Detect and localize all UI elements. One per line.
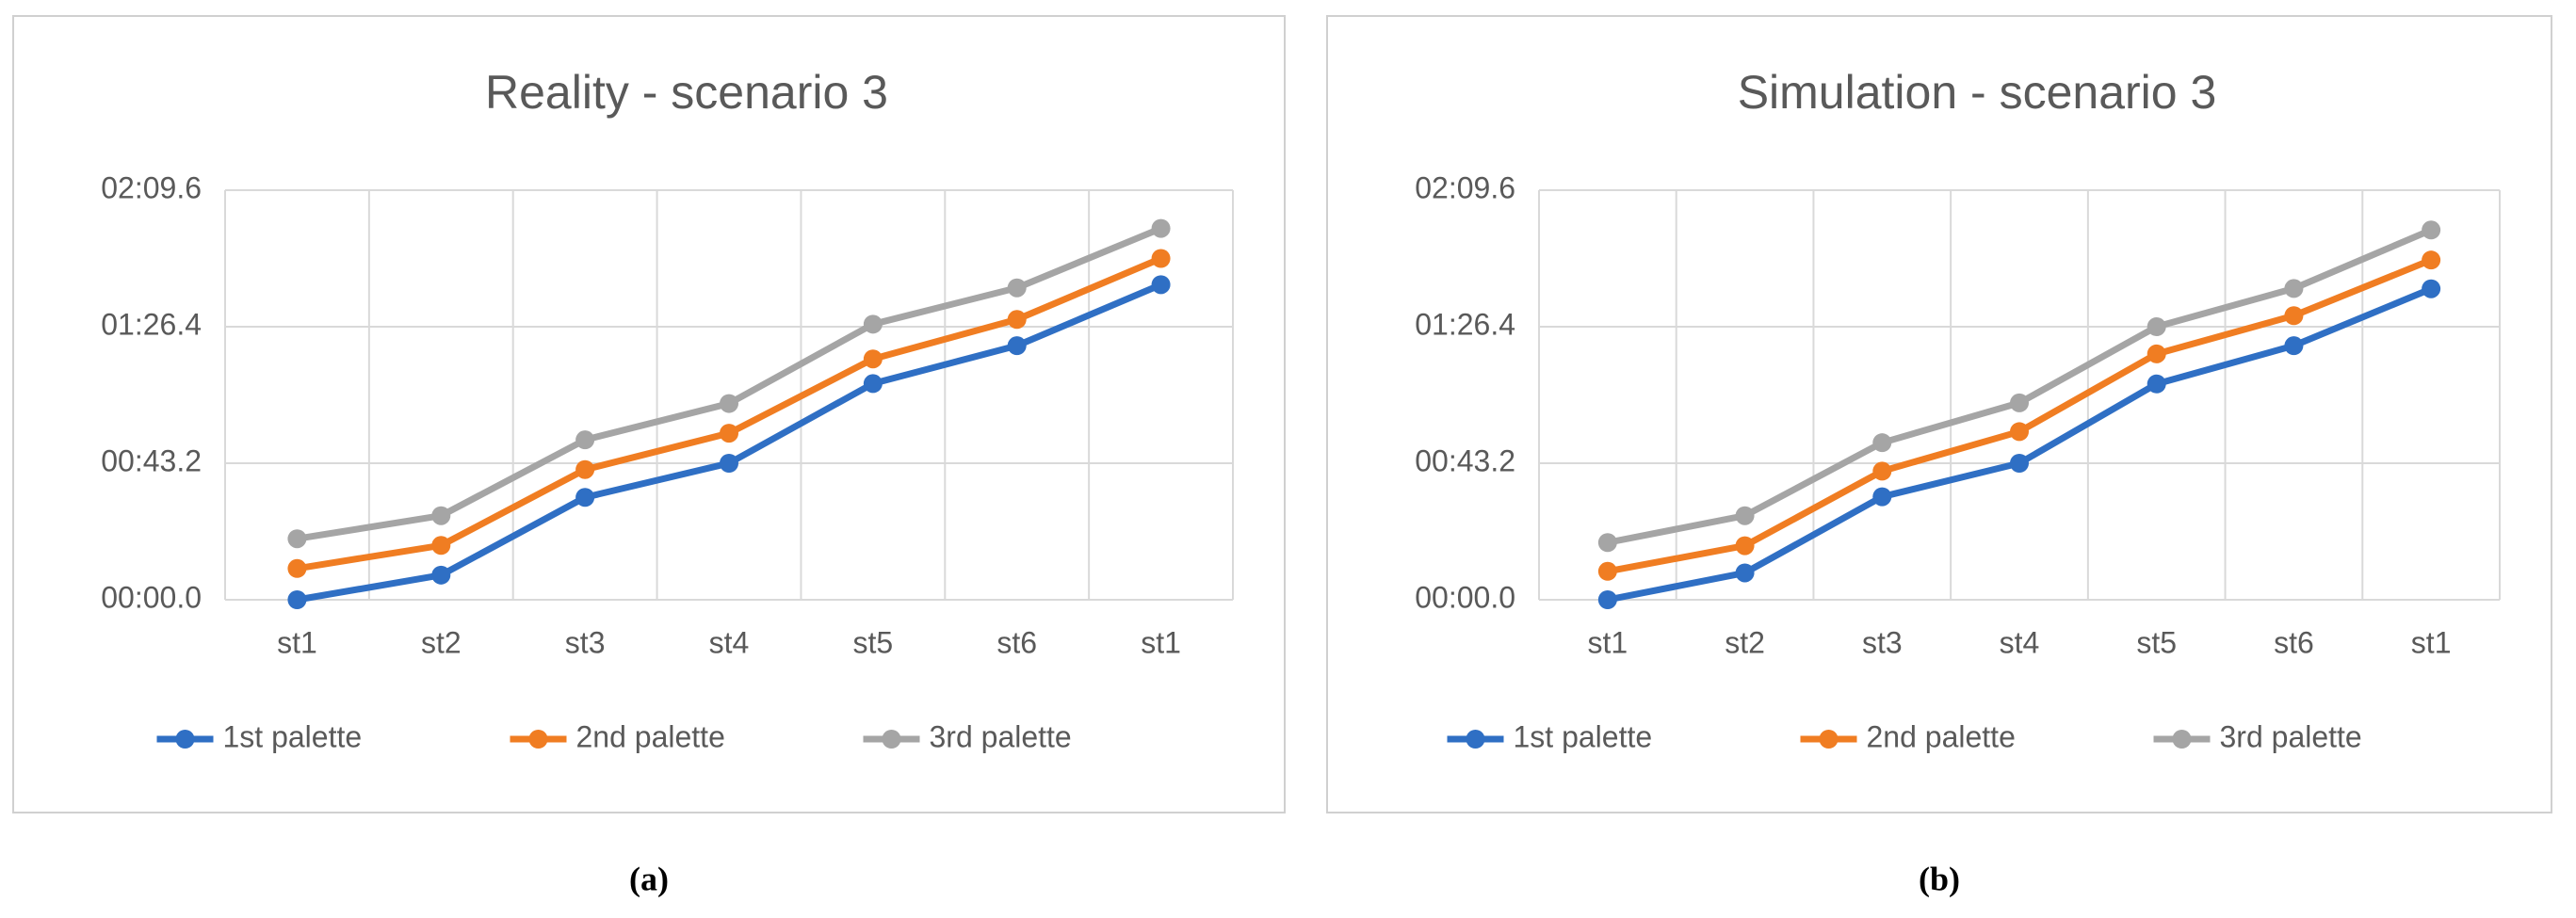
legend-marker: [1819, 730, 1839, 749]
chart-panel: [1326, 15, 2552, 813]
marker: [1735, 536, 1755, 556]
y-tick-label: 01:26.4: [101, 307, 202, 341]
marker: [2147, 374, 2166, 394]
marker: [1151, 218, 1171, 238]
x-tick-label: st6: [996, 625, 1037, 659]
marker: [720, 394, 738, 413]
legend-label: 2nd palette: [1867, 719, 2016, 753]
marker: [2147, 317, 2166, 336]
legend-marker: [1466, 730, 1485, 749]
marker: [1872, 433, 1892, 453]
x-tick-label: st4: [2000, 625, 2040, 659]
x-tick-label: st2: [1725, 625, 1765, 659]
marker: [1735, 506, 1755, 525]
marker: [1151, 275, 1171, 295]
marker: [2147, 344, 2166, 363]
y-tick-label: 00:43.2: [1415, 443, 1515, 477]
y-tick-label: 00:43.2: [101, 443, 202, 477]
marker: [2284, 336, 2304, 356]
x-tick-label: st1: [1588, 625, 1628, 659]
marker: [863, 374, 883, 394]
chart-title: Reality - scenario 3: [485, 66, 888, 119]
y-tick-label: 00:00.0: [101, 580, 202, 614]
marker: [863, 349, 883, 369]
y-tick-label: 02:09.6: [101, 170, 202, 204]
x-tick-label: st1: [277, 625, 317, 659]
marker: [575, 430, 595, 450]
marker: [720, 454, 738, 473]
x-tick-label: st3: [1862, 625, 1903, 659]
x-tick-label: st1: [2411, 625, 2452, 659]
marker: [575, 459, 595, 479]
legend-marker: [175, 730, 195, 749]
legend-label: 1st palette: [223, 719, 363, 753]
x-tick-label: st1: [1141, 625, 1181, 659]
x-tick-label: st6: [2274, 625, 2314, 659]
marker: [2284, 279, 2304, 298]
marker: [287, 529, 307, 549]
x-tick-label: st4: [709, 625, 750, 659]
marker: [431, 506, 451, 525]
marker: [720, 424, 738, 443]
legend-marker: [882, 730, 901, 749]
x-tick-label: st5: [853, 625, 894, 659]
marker: [431, 565, 451, 585]
caption: (b): [1919, 860, 1960, 897]
marker: [2422, 250, 2441, 270]
legend-label: 2nd palette: [576, 719, 725, 753]
legend-marker: [528, 730, 548, 749]
y-tick-label: 00:00.0: [1415, 580, 1515, 614]
marker: [2010, 454, 2029, 473]
marker: [1872, 487, 1892, 507]
marker: [1007, 310, 1027, 330]
marker: [1872, 461, 1892, 481]
marker: [2010, 393, 2029, 412]
marker: [1597, 590, 1617, 609]
marker: [1007, 278, 1027, 298]
y-tick-label: 01:26.4: [1415, 307, 1515, 341]
caption: (a): [629, 860, 669, 897]
chart-title: Simulation - scenario 3: [1738, 66, 2217, 119]
marker: [2422, 279, 2441, 298]
marker: [431, 536, 451, 556]
marker: [1151, 249, 1171, 268]
marker: [1007, 336, 1027, 356]
legend-label: 1st palette: [1514, 719, 1653, 753]
marker: [863, 314, 883, 334]
x-tick-label: st3: [565, 625, 606, 659]
marker: [1597, 533, 1617, 553]
x-tick-label: st5: [2136, 625, 2177, 659]
marker: [287, 590, 307, 609]
marker: [575, 488, 595, 507]
x-tick-label: st2: [421, 625, 462, 659]
legend-label: 3rd palette: [930, 719, 1072, 753]
marker: [1735, 563, 1755, 583]
marker: [2284, 306, 2304, 326]
chart-panel: [12, 15, 1286, 813]
legend-marker: [2172, 730, 2192, 749]
marker: [2010, 422, 2029, 442]
marker: [1597, 561, 1617, 581]
marker: [2422, 220, 2441, 240]
y-tick-label: 02:09.6: [1415, 170, 1515, 204]
legend-label: 3rd palette: [2220, 719, 2362, 753]
marker: [287, 558, 307, 578]
